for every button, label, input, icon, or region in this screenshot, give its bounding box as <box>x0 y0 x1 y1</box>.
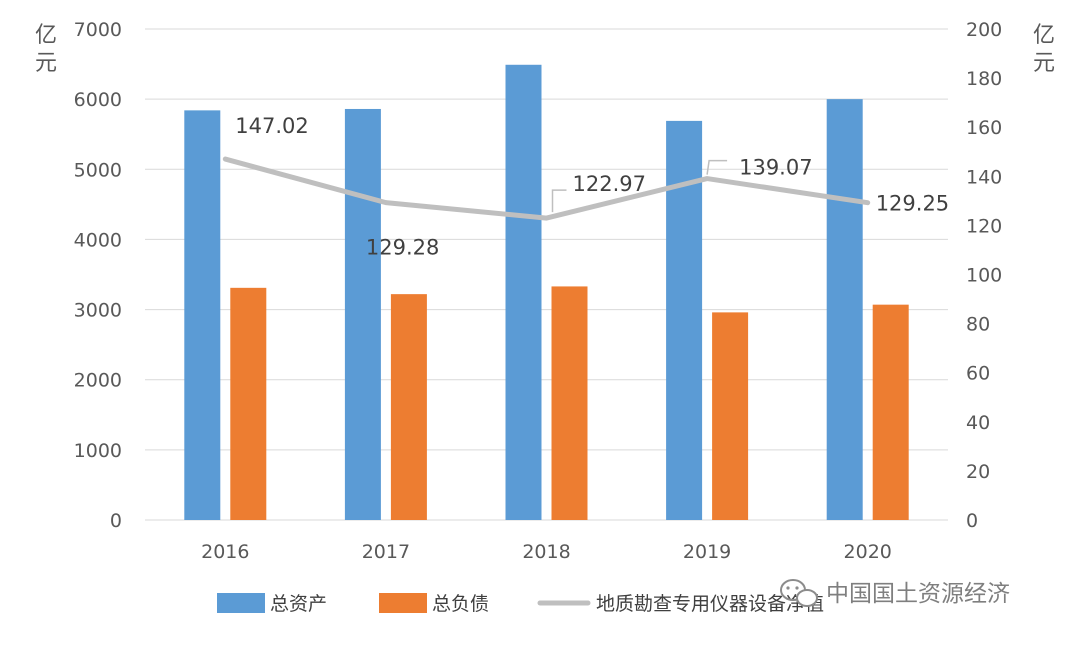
right-tick-label: 100 <box>966 265 1002 287</box>
line-data-label: 139.07 <box>739 156 812 180</box>
left-tick-label: 4000 <box>74 229 122 251</box>
right-tick-label: 60 <box>966 363 990 385</box>
right-tick-label: 140 <box>966 166 1002 188</box>
line-series <box>222 156 871 221</box>
right-tick-label: 0 <box>966 510 978 532</box>
line-data-label: 122.97 <box>573 172 646 196</box>
bars <box>184 64 909 521</box>
wechat-icon <box>780 579 818 607</box>
gridlines <box>145 28 948 521</box>
total-liabilities-bar <box>712 312 749 520</box>
data-labels: 147.02 129.28 122.97 139.07 129.25 <box>235 114 949 260</box>
right-unit-char-1: 亿 <box>1033 23 1055 48</box>
right-unit-char-2: 元 <box>1033 51 1055 76</box>
total-liabilities-bar <box>390 294 427 520</box>
left-unit-char-2: 元 <box>35 51 57 76</box>
legend-label-assets: 总资产 <box>270 593 327 615</box>
left-tick-label: 5000 <box>74 159 122 181</box>
left-axis-unit: 亿 元 <box>35 23 57 76</box>
legend-label-liabilities: 总负债 <box>432 593 489 615</box>
right-tick-label: 80 <box>966 314 990 336</box>
line-data-label: 129.28 <box>366 236 439 260</box>
x-tick-label: 2016 <box>201 541 249 563</box>
right-tick-label: 40 <box>966 412 990 434</box>
legend-swatch-liabilities <box>379 593 427 613</box>
right-axis-ticks: 0 20 40 60 80 100 120 140 160 180 200 <box>966 19 1002 532</box>
left-tick-label: 2000 <box>74 370 122 392</box>
line-data-label: 129.25 <box>876 192 949 216</box>
right-tick-label: 120 <box>966 215 1002 237</box>
right-tick-label: 200 <box>966 19 1002 41</box>
left-tick-label: 0 <box>110 510 122 532</box>
total-liabilities-bar <box>872 304 909 520</box>
legend-label-equipment: 地质勘查专用仪器设备净值 <box>596 593 824 615</box>
left-axis-ticks: 0 1000 2000 3000 4000 5000 6000 7000 <box>74 19 122 532</box>
leader-line <box>551 189 567 213</box>
total-assets-bar <box>344 108 381 520</box>
right-tick-label: 180 <box>966 68 1002 90</box>
left-tick-label: 6000 <box>74 89 122 111</box>
right-tick-label: 160 <box>966 117 1002 139</box>
watermark-text: 中国国土资源经济 <box>826 581 1010 607</box>
total-liabilities-bar <box>551 286 588 520</box>
equipment-value-line <box>222 156 871 221</box>
right-tick-label: 20 <box>966 461 990 483</box>
x-tick-label: 2017 <box>362 541 410 563</box>
total-assets-bar <box>184 110 221 520</box>
x-tick-label: 2018 <box>522 541 570 563</box>
total-assets-bar <box>505 64 542 520</box>
x-axis-ticks: 2016 2017 2018 2019 2020 <box>201 541 892 563</box>
left-tick-label: 3000 <box>74 300 122 322</box>
right-axis-unit: 亿 元 <box>1033 23 1055 76</box>
total-assets-bar <box>826 99 863 521</box>
legend-swatch-assets <box>217 593 265 613</box>
x-tick-label: 2020 <box>844 541 892 563</box>
legend: 总资产 总负债 地质勘查专用仪器设备净值 <box>217 593 824 615</box>
left-tick-label: 7000 <box>74 19 122 41</box>
left-unit-char-1: 亿 <box>35 23 57 48</box>
line-data-label: 147.02 <box>235 114 308 138</box>
watermark: 中国国土资源经济 <box>780 579 1010 607</box>
leader-line <box>706 159 728 175</box>
x-tick-label: 2019 <box>683 541 731 563</box>
total-liabilities-bar <box>230 287 267 520</box>
left-tick-label: 1000 <box>74 440 122 462</box>
